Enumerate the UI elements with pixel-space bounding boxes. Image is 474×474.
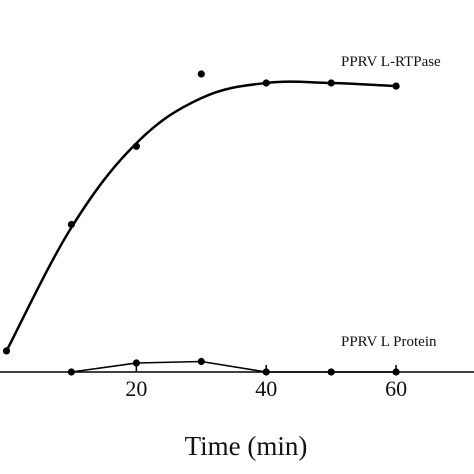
series-label-rtpase: PPRV L-RTPase [341,54,441,70]
data-point-rtpase-2 [132,142,140,150]
data-point-rtpase-4 [262,79,270,87]
x-tick-label-60: 60 [385,376,407,401]
data-point-rtpase-6 [392,82,400,90]
x-axis-title: Time (min) [185,431,308,461]
series-label-protein: PPRV L Protein [341,334,437,350]
data-point-rtpase-5 [327,79,335,87]
data-point-rtpase-1 [67,220,75,229]
series-layer [2,70,400,376]
line-protein [71,360,397,373]
data-point-rtpase-0 [2,347,11,355]
data-point-protein-2 [197,357,205,366]
x-tick-label-40: 40 [255,376,277,401]
fit-curve-rtpase [5,80,397,352]
x-tick-layer: 20 40 60 [125,365,407,401]
data-point-rtpase-3 [197,70,205,78]
data-point-protein-1 [132,359,140,367]
x-tick-label-20: 20 [125,376,147,401]
